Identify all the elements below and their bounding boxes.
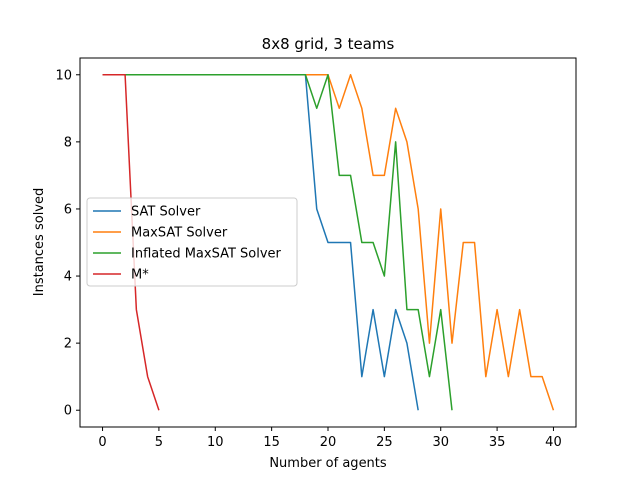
x-tick-label: 40	[545, 435, 562, 450]
legend-label: M*	[131, 268, 149, 283]
y-axis-ticks: 0 2 4 6 8 10	[55, 68, 80, 419]
plot-lines	[102, 74, 555, 411]
x-tick-label: 5	[155, 435, 163, 450]
y-tick-label: 4	[64, 270, 72, 285]
x-tick-label: 25	[376, 435, 393, 450]
legend: SAT Solver MaxSAT Solver Inflated MaxSAT S…	[86, 197, 298, 287]
x-tick-label: 0	[98, 435, 106, 450]
legend-frame	[86, 197, 298, 287]
x-tick-label: 30	[432, 435, 449, 450]
series-line-3	[102, 74, 160, 411]
x-tick-label: 20	[320, 435, 337, 450]
x-axis-ticks: 0 5 10 15 20 25 30 35 40	[98, 427, 562, 450]
legend-label: SAT Solver	[131, 205, 201, 220]
x-tick-label: 10	[207, 435, 224, 450]
legend-label: MaxSAT Solver	[131, 226, 228, 241]
x-tick-label: 15	[263, 435, 280, 450]
y-tick-label: 2	[64, 337, 72, 352]
x-axis-label: Number of agents	[269, 456, 387, 471]
x-tick-label: 35	[489, 435, 506, 450]
legend-label: Inflated MaxSAT Solver	[131, 247, 282, 262]
y-tick-label: 6	[64, 202, 72, 217]
chart-title: 8x8 grid, 3 teams	[262, 35, 395, 53]
series-line-2	[102, 74, 453, 411]
y-tick-label: 8	[64, 135, 72, 150]
y-tick-label: 10	[55, 68, 72, 83]
y-axis-label: Instances solved	[32, 188, 47, 296]
y-tick-label: 0	[64, 404, 72, 419]
